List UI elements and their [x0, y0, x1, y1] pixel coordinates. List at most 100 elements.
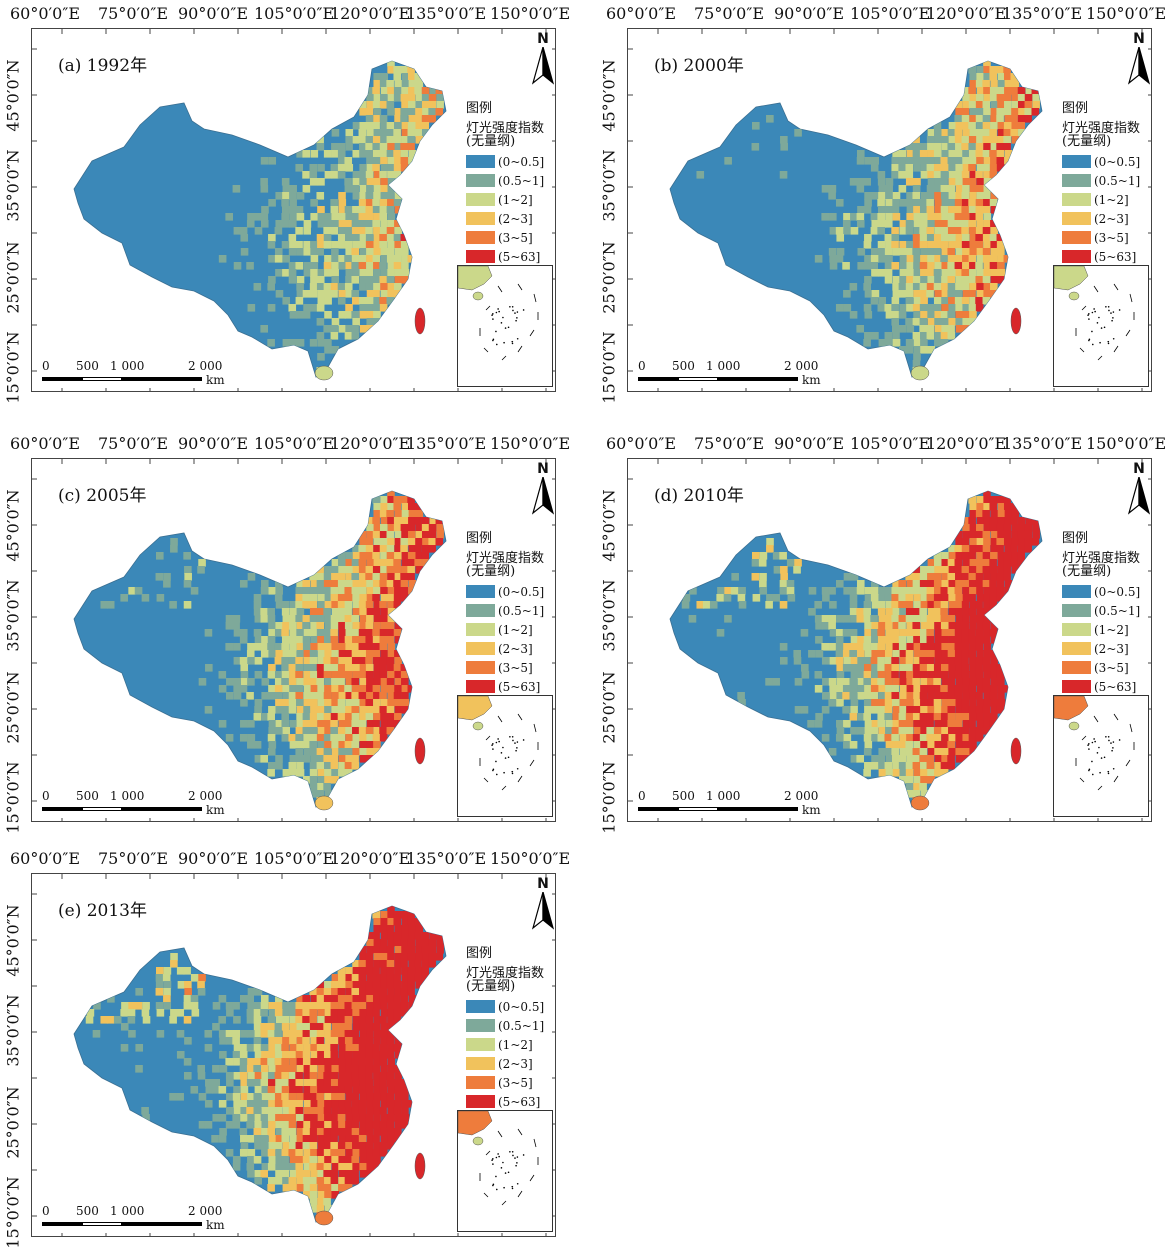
north-arrow-label: N [537, 461, 549, 477]
legend-swatch [1062, 174, 1091, 187]
hainan-island [314, 1210, 334, 1226]
latitude-labels: 45°0′0″N 35°0′0″N 25°0′0″N 15°0′0″N [0, 458, 26, 833]
legend-item-label: (1~2] [498, 622, 533, 637]
latitude-label: 15°0′0″N [3, 331, 23, 404]
legend-item: (2~3] [1062, 209, 1151, 228]
scale-unit: km [802, 803, 821, 817]
legend-swatch [466, 680, 495, 693]
longitude-label: 135°0′0″E [406, 4, 487, 23]
north-arrow-icon [1127, 477, 1151, 515]
scale-unit: km [206, 1218, 225, 1232]
hainan-island [314, 795, 334, 811]
latitude-label: 25°0′0″N [599, 241, 619, 314]
legend-item-label: (0~0.5] [498, 154, 545, 169]
north-arrow-icon [531, 892, 555, 930]
latitude-label: 35°0′0″N [3, 149, 23, 222]
county-cells [681, 491, 1040, 805]
map-frame: (c) 2005年 N 图例 灯光强度指数 (无量纲) (0~0.5] (0.5~1] (1~… [31, 458, 556, 822]
longitude-label: 150°0′0″E [490, 4, 571, 23]
legend-item: (0~0.5] [1062, 152, 1151, 171]
legend-item: (3~5] [466, 1073, 555, 1092]
legend-swatch [466, 193, 495, 206]
legend-swatch [466, 1019, 495, 1032]
scale-label: 1 000 [110, 359, 145, 373]
map-frame: (b) 2000年 N 图例 灯光强度指数 (无量纲) (0~0.5] (0.5~1] (1~… [627, 28, 1152, 392]
scale-label: 500 [76, 789, 99, 803]
map-frame: (e) 2013年 N 图例 灯光强度指数 (无量纲) (0~0.5] (0.5~1] (1~… [31, 873, 556, 1237]
scale-label: 0 [638, 359, 646, 373]
longitude-labels: 60°0′0″E 75°0′0″E 90°0′0″E 105°0′0″E 120°0′0… [10, 4, 570, 26]
longitude-label: 90°0′0″E [774, 4, 845, 23]
legend-swatch [1062, 642, 1091, 655]
scale-bar-segment [42, 1222, 82, 1226]
legend-item: (5~63] [466, 1092, 555, 1111]
legend-title: 图例 [466, 946, 493, 961]
legend-swatch [466, 231, 495, 244]
latitude-labels: 45°0′0″N 35°0′0″N 25°0′0″N 15°0′0″N [0, 873, 26, 1248]
longitude-label: 105°0′0″E [254, 4, 335, 23]
legend-item: (3~5] [466, 658, 555, 677]
legend-item-label: (0.5~1] [498, 1018, 545, 1033]
longitude-label: 150°0′0″E [1086, 4, 1167, 23]
panel-title: (e) 2013年 [58, 901, 147, 921]
panel-title: (a) 1992年 [58, 56, 148, 76]
legend-unit: (无量纲) [466, 134, 516, 149]
scale-label: 2 000 [188, 359, 223, 373]
latitude-label: 45°0′0″N [3, 489, 23, 562]
legend-item: (5~63] [1062, 247, 1151, 266]
longitude-labels: 60°0′0″E 75°0′0″E 90°0′0″E 105°0′0″E 120°0′0… [606, 434, 1166, 456]
scale-label: 2 000 [784, 789, 819, 803]
longitude-label: 150°0′0″E [490, 434, 571, 453]
scale-label: 500 [76, 1204, 99, 1218]
longitude-label: 90°0′0″E [178, 4, 249, 23]
latitude-label: 25°0′0″N [3, 1086, 23, 1159]
scale-bar: 0 500 1 000 2 000 km [42, 1204, 225, 1234]
legend-item-label: (3~5] [498, 1075, 533, 1090]
legend-item: (0.5~1] [466, 171, 555, 190]
legend-swatch [466, 155, 495, 168]
legend-item: (0.5~1] [466, 1016, 555, 1035]
scale-bar-segment [638, 377, 678, 381]
scale-label: 0 [42, 1204, 50, 1218]
scale-label: 2 000 [188, 789, 223, 803]
scale-label: 0 [42, 359, 50, 373]
legend-item: (2~3] [1062, 639, 1151, 658]
longitude-label: 135°0′0″E [406, 434, 487, 453]
legend-unit: (无量纲) [1062, 134, 1112, 149]
latitude-label: 15°0′0″N [3, 761, 23, 834]
scale-bar: 0 500 1 000 2 000 km [638, 789, 821, 819]
china-map [32, 459, 555, 821]
longitude-label: 60°0′0″E [10, 849, 81, 868]
scale-label: 500 [672, 789, 695, 803]
legend-item: (3~5] [466, 228, 555, 247]
legend-item-label: (2~3] [1094, 211, 1129, 226]
legend-item-label: (0.5~1] [498, 603, 545, 618]
legend-swatch [466, 585, 495, 598]
south-china-sea-inset [1053, 265, 1149, 387]
legend-subtitle: 灯光强度指数 [1062, 551, 1141, 566]
longitude-label: 75°0′0″E [694, 434, 765, 453]
scale-label: 2 000 [188, 1204, 223, 1218]
legend-item: (1~2] [1062, 190, 1151, 209]
latitude-label: 15°0′0″N [3, 1176, 23, 1249]
county-cells [696, 61, 1040, 375]
north-arrow-icon [531, 47, 555, 85]
longitude-label: 90°0′0″E [774, 434, 845, 453]
legend-swatch [1062, 231, 1091, 244]
map-frame: (a) 1992年 N 图例 灯光强度指数 (无量纲) (0~0.5] (0.5~1] (1~… [31, 28, 556, 392]
panel-title: (b) 2000年 [654, 56, 744, 76]
legend-subtitle: 灯光强度指数 [466, 121, 545, 136]
scale-label: 1 000 [706, 789, 741, 803]
legend-item-label: (3~5] [498, 660, 533, 675]
south-china-sea-inset [457, 1110, 553, 1232]
legend-item-label: (2~3] [1094, 641, 1129, 656]
longitude-label: 120°0′0″E [330, 434, 411, 453]
north-arrow-label: N [1133, 461, 1145, 477]
legend-swatch [466, 250, 495, 263]
scale-label: 2 000 [784, 359, 819, 373]
scale-bar-segment [82, 377, 122, 381]
hainan-island [910, 795, 930, 811]
legend-item: (5~63] [466, 677, 555, 696]
legend-swatch [1062, 193, 1091, 206]
inset-map [1053, 695, 1135, 791]
